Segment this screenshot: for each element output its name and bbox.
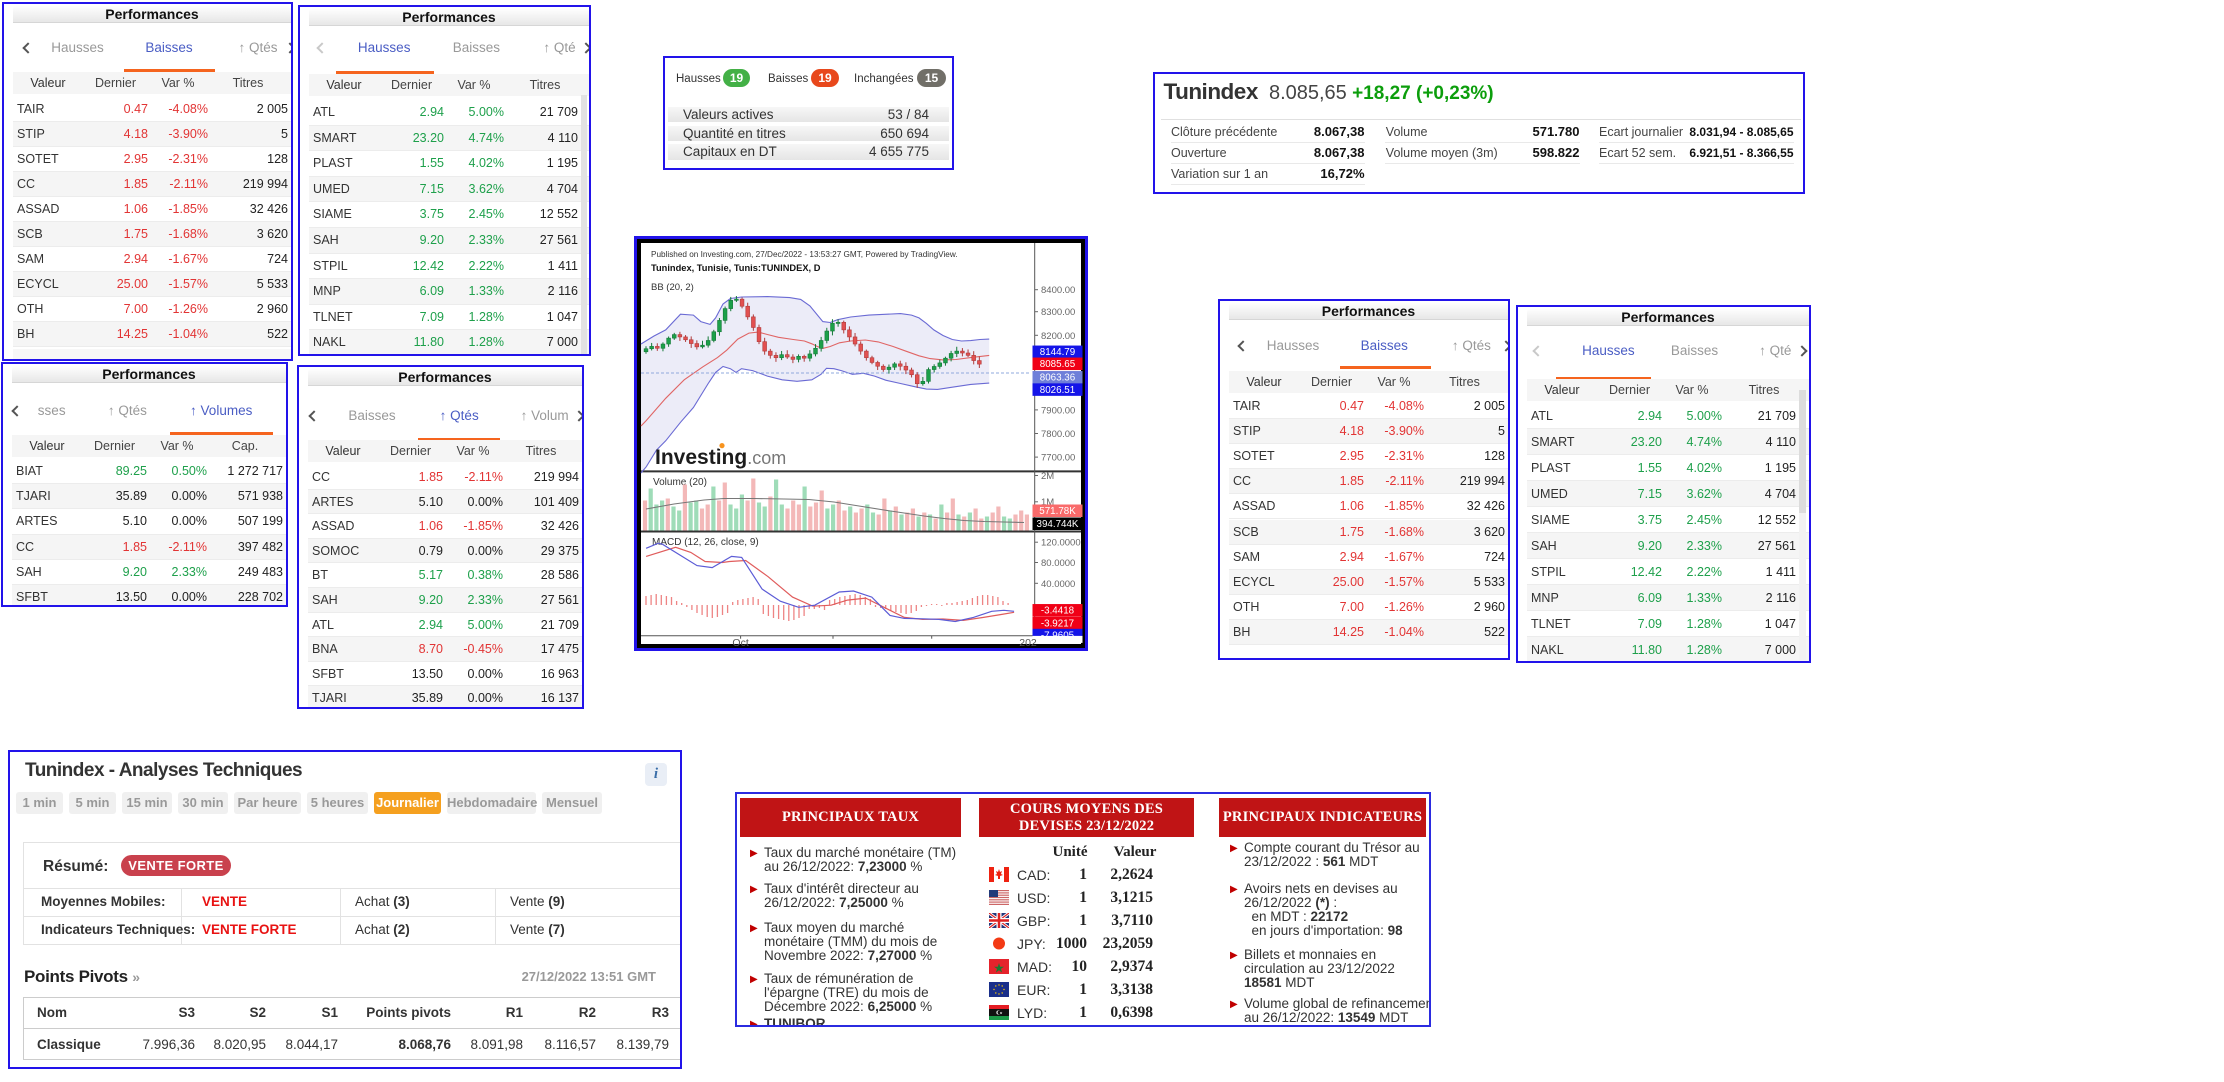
svg-text:571.78K: 571.78K (1039, 506, 1076, 517)
svg-text:8144.79: 8144.79 (1040, 347, 1075, 358)
svg-text:8200.00: 8200.00 (1041, 331, 1075, 342)
svg-text:2M: 2M (1041, 471, 1054, 482)
svg-text:7700.00: 7700.00 (1041, 453, 1075, 464)
svg-text:8026.51: 8026.51 (1040, 385, 1075, 396)
svg-text:8400.00: 8400.00 (1041, 285, 1075, 296)
svg-text:Volume (20): Volume (20) (653, 477, 707, 488)
svg-text:Published on Investing.com, 27: Published on Investing.com, 27/Dec/2022 … (651, 250, 958, 259)
svg-text:8300.00: 8300.00 (1041, 307, 1075, 318)
svg-text:8063.36: 8063.36 (1040, 373, 1076, 384)
svg-text:394.744K: 394.744K (1037, 519, 1079, 530)
svg-text:7900.00: 7900.00 (1041, 405, 1075, 416)
svg-text:-3.4418: -3.4418 (1041, 606, 1075, 617)
svg-text:8085.65: 8085.65 (1040, 359, 1076, 370)
svg-text:Tunindex, Tunisie, Tunis:TUNIN: Tunindex, Tunisie, Tunis:TUNINDEX, D (651, 263, 821, 273)
svg-text:MACD (12, 26, close, 9): MACD (12, 26, close, 9) (652, 537, 759, 548)
svg-text:-7.9605: -7.9605 (1041, 630, 1075, 641)
svg-text:Investing.com: Investing.com (655, 446, 786, 469)
svg-text:40.0000: 40.0000 (1041, 579, 1075, 590)
svg-text:1M: 1M (1041, 497, 1054, 508)
svg-text:120.0000: 120.0000 (1041, 538, 1081, 549)
svg-text:BB (20, 2): BB (20, 2) (651, 282, 694, 293)
svg-text:202: 202 (1019, 637, 1037, 649)
svg-text:Oct: Oct (732, 637, 748, 649)
svg-text:-3.9217: -3.9217 (1041, 618, 1074, 629)
svg-text:7800.00: 7800.00 (1041, 429, 1075, 440)
svg-text:80.0000: 80.0000 (1041, 558, 1075, 569)
